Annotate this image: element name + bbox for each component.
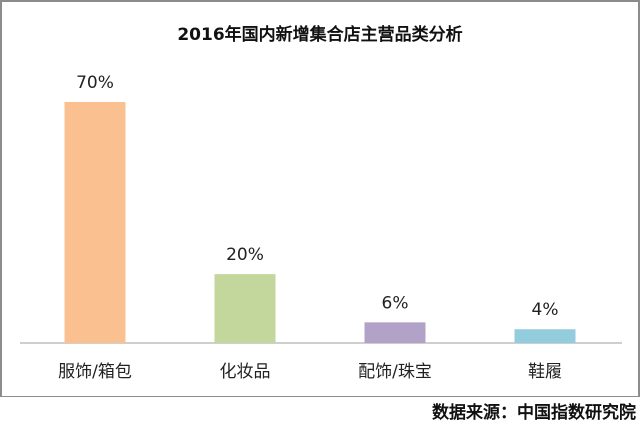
data-label: 6% [382,293,409,313]
category-label: 鞋履 [528,362,562,382]
chart-title: 2016年国内新增集合店主营品类分析 [177,25,463,45]
category-label: 服饰/箱包 [58,362,132,382]
category-label: 配饰/珠宝 [358,362,432,382]
bar [64,102,126,343]
data-source-note: 数据来源：中国指数研究院 [432,403,636,423]
bar [364,322,426,343]
bar [214,274,276,343]
data-label: 70% [76,73,114,93]
category-label: 化妆品 [220,362,271,382]
data-label: 4% [532,300,559,320]
chart-frame [0,0,640,397]
bar [514,329,576,343]
data-label: 20% [226,245,264,265]
